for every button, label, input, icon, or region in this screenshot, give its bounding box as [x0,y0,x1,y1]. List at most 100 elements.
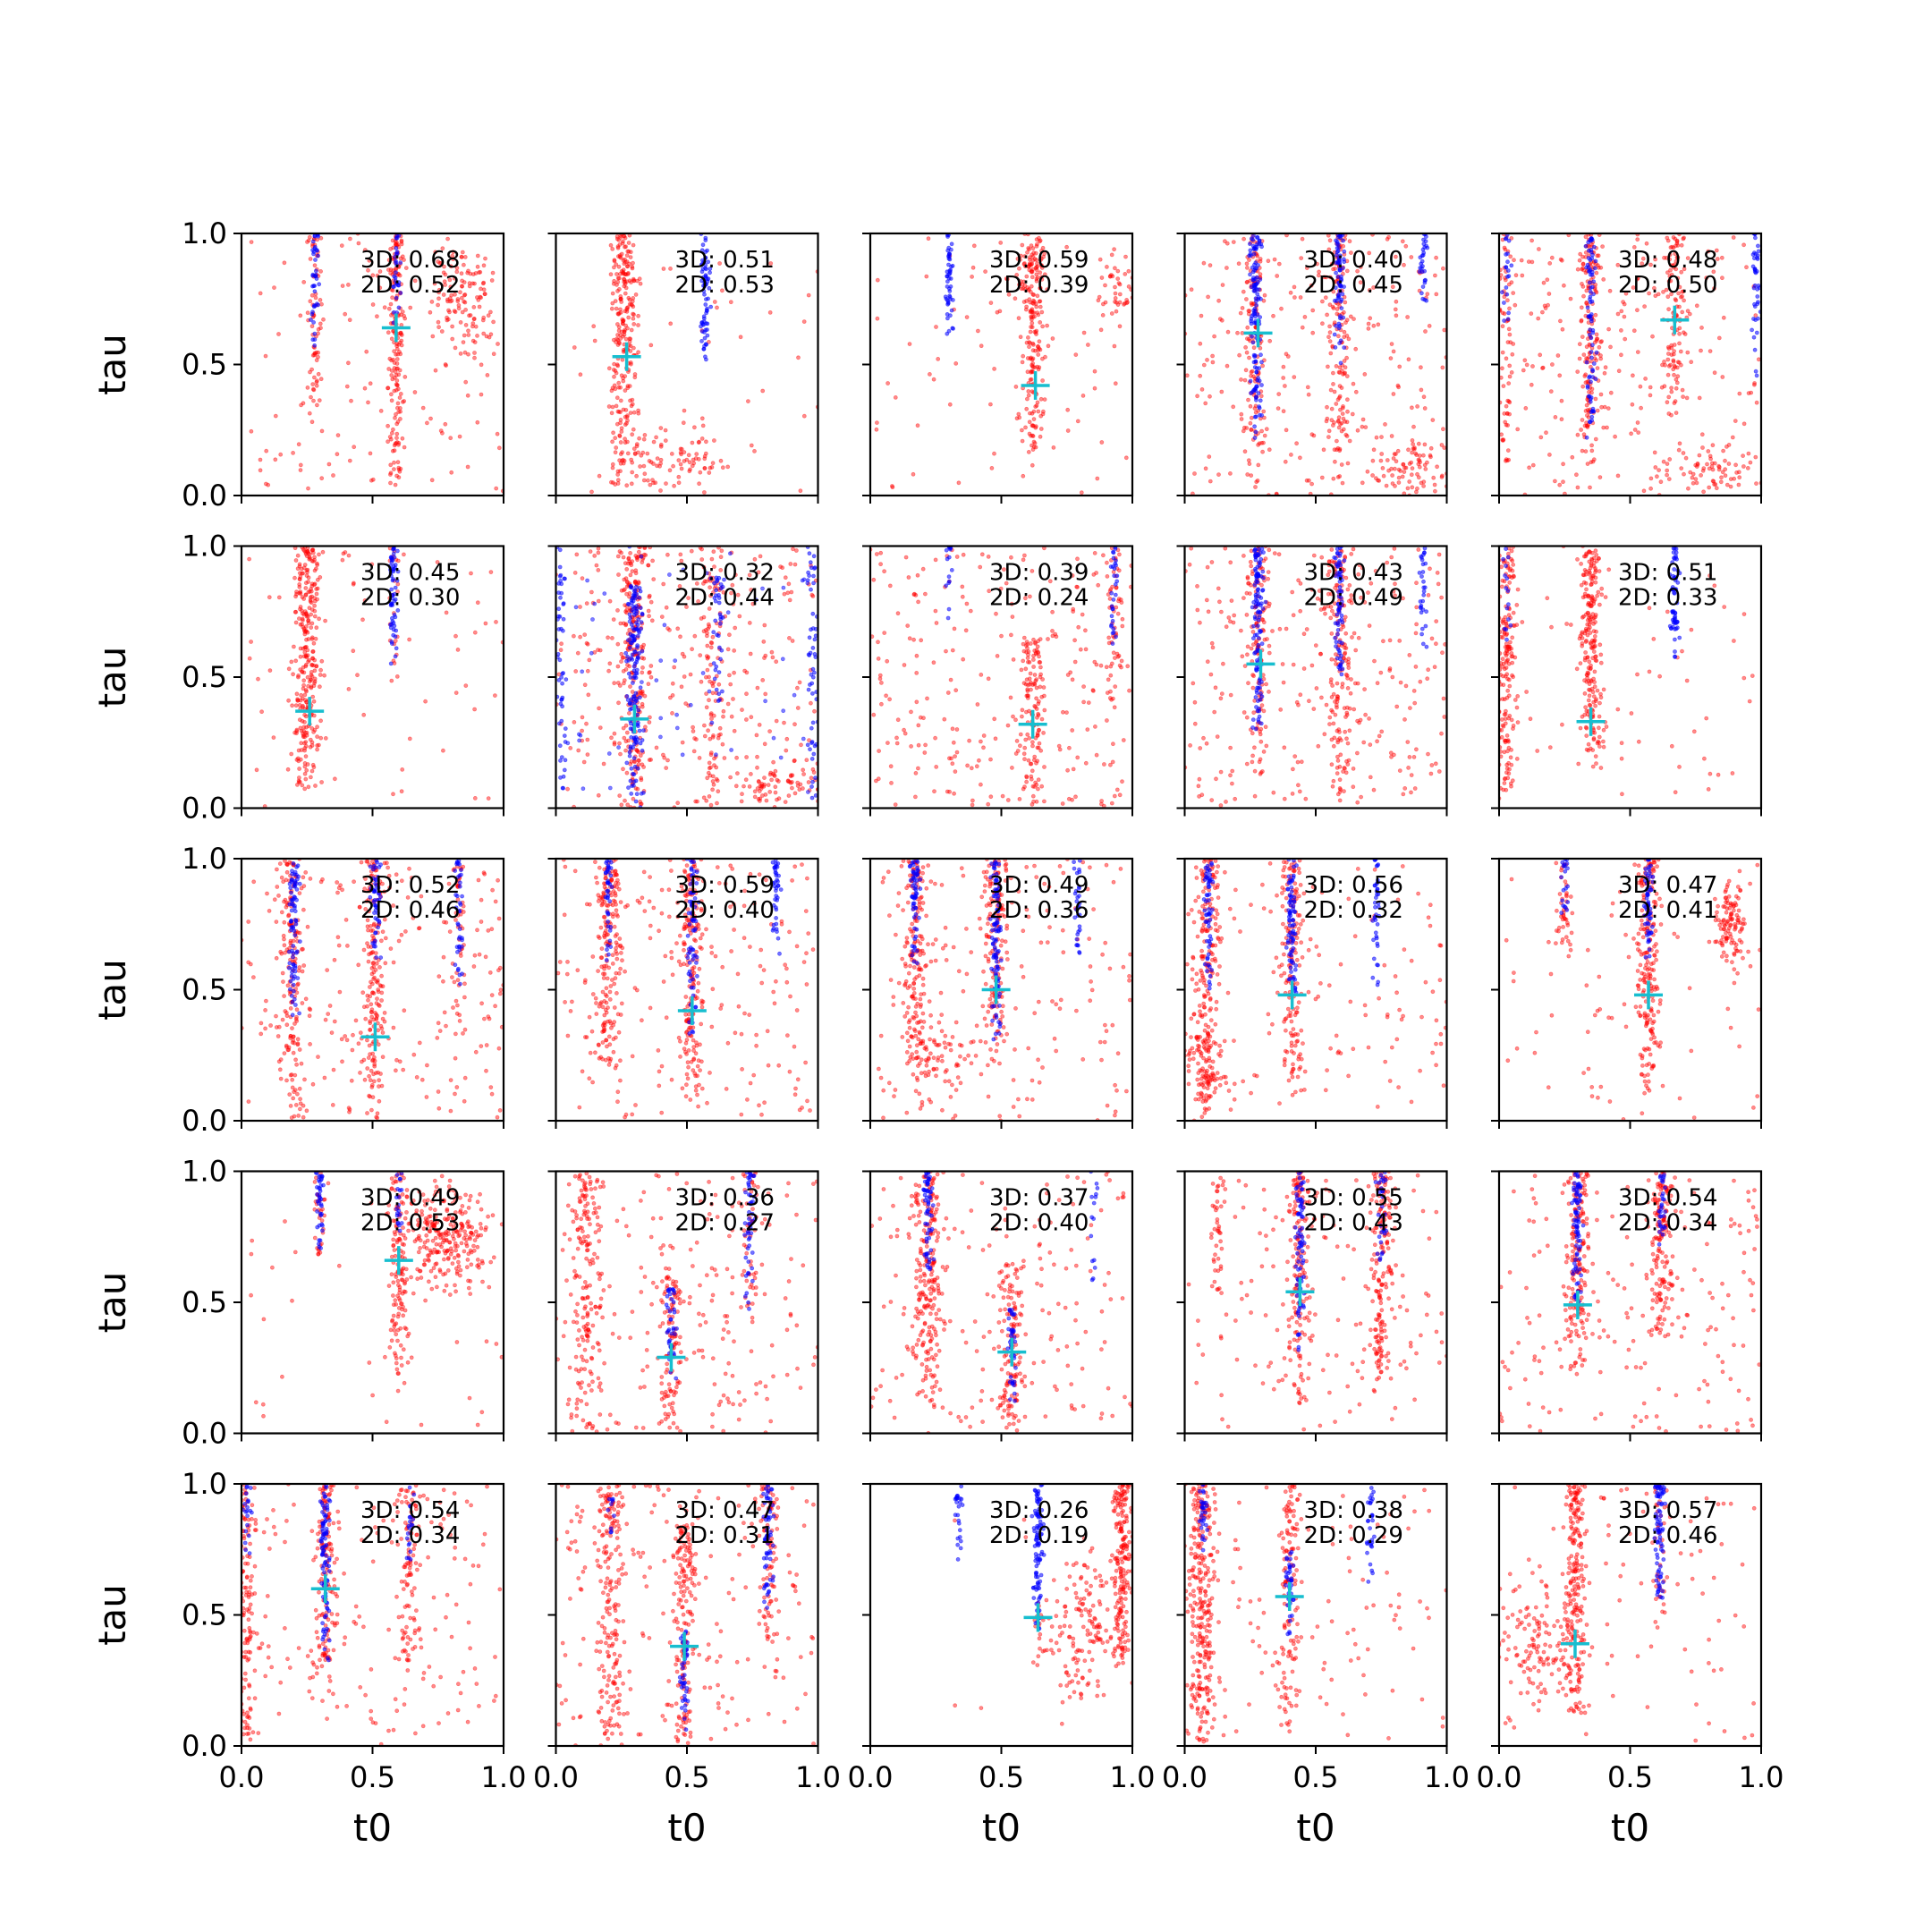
red-point [1653,293,1658,299]
red-point [1039,694,1045,699]
blue-point [718,582,724,587]
red-point [620,241,625,246]
red-point [1326,335,1331,340]
red-point [752,789,758,794]
red-point [592,554,597,558]
blue-point [388,661,394,666]
red-point [639,775,644,781]
red-point [706,770,711,775]
blue-point [1505,268,1511,273]
red-point [471,317,477,322]
red-point [297,564,302,569]
red-point [610,462,615,467]
red-point [1555,353,1561,358]
red-point [1024,693,1030,699]
red-point [1040,677,1045,682]
red-point [622,276,626,282]
red-point [1327,324,1332,329]
red-point [1117,792,1123,798]
red-point [302,563,308,567]
red-point [301,731,306,736]
red-point [398,330,403,335]
red-point [307,411,312,416]
red-point [1333,266,1338,271]
red-point [619,588,624,593]
blue-point [1753,235,1758,241]
red-point [631,618,636,623]
red-point [719,548,724,554]
blue-point [637,728,642,733]
red-point [572,720,577,724]
red-point [757,779,761,784]
red-point [923,742,928,748]
blue-point [1250,314,1254,318]
red-point [678,634,682,640]
red-point [585,668,590,674]
red-point [473,271,479,275]
red-point [1020,360,1025,365]
red-point [1658,479,1664,485]
red-point [1030,443,1034,448]
red-point [1112,247,1116,252]
blue-point [1257,238,1262,243]
red-point [386,439,391,445]
red-point [295,756,301,761]
red-point [309,394,313,400]
red-point [307,589,312,594]
red-point [1648,476,1654,481]
blue-point [1339,276,1343,282]
red-point [1659,385,1665,390]
blue-point [713,667,718,673]
red-point [640,450,646,455]
red-point [369,562,375,567]
red-point [310,382,316,387]
blue-point [556,678,562,682]
red-point [1370,458,1376,463]
red-point [1022,553,1027,558]
red-point [462,300,468,305]
red-point [630,460,635,465]
red-point [360,617,365,623]
blue-point [949,568,954,572]
red-point [312,676,318,682]
red-point [388,246,394,251]
blue-point [699,248,705,253]
red-point [708,802,714,808]
red-point [758,784,763,789]
red-point [1396,385,1401,390]
red-point [1244,350,1250,355]
red-point [1540,309,1545,315]
red-point [627,664,632,669]
blue-point [640,738,645,742]
red-point [301,547,306,552]
red-point [267,668,273,673]
red-point [1590,459,1596,464]
red-point [631,410,637,415]
red-point [307,657,311,663]
red-point [463,307,468,312]
red-point [1505,340,1511,345]
red-point [1504,457,1509,462]
red-point [316,350,321,355]
red-point [1412,445,1417,451]
red-point [1035,644,1040,649]
red-point [718,568,724,572]
red-point [345,282,351,287]
red-point [368,451,373,456]
score-2d-label: 2D: 0.44 [675,585,775,612]
red-point [1250,630,1256,634]
blue-point [805,742,810,748]
red-point [1020,714,1024,719]
red-point [386,306,392,311]
red-point [306,618,311,623]
blue-point [716,691,722,697]
red-point [320,549,326,555]
red-point [394,242,399,247]
red-point [1030,433,1035,438]
red-point [1394,459,1399,464]
red-point [1615,262,1621,267]
blue-point [637,595,642,600]
red-point [1219,389,1224,394]
blue-point [632,637,637,641]
red-point [314,350,319,355]
